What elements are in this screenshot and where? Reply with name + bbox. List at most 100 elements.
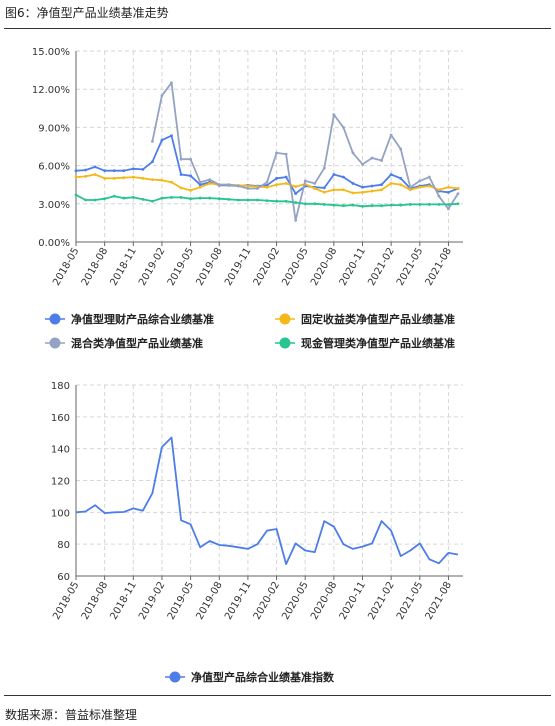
- data-point: [408, 185, 412, 189]
- data-point: [322, 186, 326, 190]
- data-point: [437, 188, 441, 192]
- data-point: [93, 198, 97, 202]
- data-point: [456, 187, 460, 190]
- x-tick-label: 2019-08: [194, 246, 224, 288]
- x-tick-label: 2020-05: [280, 246, 310, 288]
- legend-marker: [49, 337, 61, 349]
- source-note: 数据来源：普益标准整理: [5, 708, 138, 722]
- data-point: [198, 185, 202, 189]
- data-point: [351, 203, 355, 207]
- data-point: [256, 187, 259, 190]
- x-tick-label: 2019-05: [166, 246, 196, 288]
- data-point: [160, 138, 164, 142]
- y-tick-label: 6.00%: [38, 162, 70, 173]
- data-point: [122, 169, 126, 173]
- data-point: [179, 157, 183, 161]
- legend-item-4: 现金管理类净值型产品业绩基准: [275, 336, 455, 350]
- data-point: [342, 126, 345, 129]
- data-point: [179, 173, 183, 176]
- data-point: [236, 184, 240, 188]
- data-point: [399, 183, 403, 187]
- y-tick-label: 120: [51, 477, 70, 488]
- data-point: [322, 203, 326, 206]
- data-point: [236, 198, 240, 202]
- data-point: [418, 185, 422, 189]
- data-point: [170, 134, 173, 138]
- x-tick-label: 2021-08: [424, 246, 454, 288]
- x-tick-label: 2018-08: [80, 580, 110, 622]
- data-point: [103, 176, 107, 180]
- data-point: [198, 180, 202, 184]
- x-tick-label: 2020-08: [309, 246, 339, 288]
- data-point: [437, 203, 441, 206]
- data-point: [122, 196, 126, 200]
- data-point: [112, 176, 116, 180]
- y-tick-label: 3.00%: [38, 200, 70, 211]
- data-point: [427, 184, 431, 188]
- x-tick-label: 2021-02: [366, 246, 396, 288]
- data-point: [351, 151, 355, 155]
- legend-marker: [279, 313, 291, 325]
- x-tick-label: 2018-11: [108, 580, 138, 622]
- data-point: [284, 199, 288, 203]
- x-tick-label: 2019-11: [223, 580, 253, 622]
- data-point: [370, 204, 374, 208]
- data-point: [84, 198, 87, 202]
- data-point: [303, 179, 307, 183]
- y-tick-label: 160: [51, 413, 70, 424]
- data-point: [294, 185, 298, 189]
- data-point: [170, 81, 173, 85]
- data-point: [217, 197, 221, 201]
- data-point: [284, 182, 288, 185]
- grid-lines: [75, 50, 463, 242]
- series-1: [75, 436, 459, 565]
- x-tick-label: 2019-05: [166, 580, 196, 622]
- data-point: [151, 178, 154, 182]
- y-tick-label: 15.00%: [32, 47, 70, 58]
- data-point: [227, 197, 231, 201]
- chart-performance-benchmarks: 0.00%3.00%6.00%9.00%12.00%15.00%2018-052…: [32, 47, 463, 350]
- data-point: [265, 185, 269, 189]
- x-tick-label: 2018-11: [108, 246, 138, 288]
- y-tick-label: 100: [51, 508, 70, 519]
- data-point: [265, 199, 269, 203]
- legend-item-1: 净值型产品综合业绩基准指数: [165, 670, 335, 684]
- data-point: [151, 140, 154, 143]
- data-point: [93, 173, 97, 176]
- series-2: [74, 173, 460, 195]
- data-point: [456, 192, 460, 196]
- data-point: [342, 175, 345, 179]
- data-point: [361, 185, 364, 189]
- data-point: [389, 203, 393, 207]
- data-point: [151, 199, 154, 203]
- data-point: [408, 203, 412, 206]
- data-point: [189, 157, 193, 161]
- data-point: [361, 204, 364, 208]
- data-point: [447, 190, 450, 194]
- data-point: [74, 175, 78, 179]
- data-point: [380, 188, 383, 192]
- x-tick-label: 2020-08: [309, 580, 339, 622]
- data-point: [342, 204, 345, 208]
- x-tick-label: 2019-02: [137, 246, 167, 288]
- legend-label: 固定收益类净值型产品业绩基准: [301, 312, 455, 326]
- y-tick-label: 60: [57, 572, 70, 583]
- legend-label: 净值型理财产品综合业绩基准: [71, 312, 214, 326]
- data-point: [131, 167, 135, 171]
- y-tick-label: 9.00%: [38, 123, 70, 134]
- data-point: [294, 201, 298, 204]
- legend-label: 净值型产品综合业绩基准指数: [191, 670, 335, 684]
- x-tick-label: 2020-02: [252, 580, 282, 622]
- data-point: [131, 175, 135, 179]
- x-tick-label: 2019-11: [223, 246, 253, 288]
- data-point: [370, 156, 374, 160]
- data-point: [189, 197, 193, 201]
- data-point: [84, 175, 87, 178]
- data-point: [217, 183, 221, 187]
- x-tick-label: 2019-08: [194, 580, 224, 622]
- x-tick-label: 2019-02: [137, 580, 167, 622]
- data-point: [265, 180, 269, 184]
- data-point: [370, 189, 374, 193]
- data-point: [427, 203, 431, 206]
- data-point: [322, 166, 326, 170]
